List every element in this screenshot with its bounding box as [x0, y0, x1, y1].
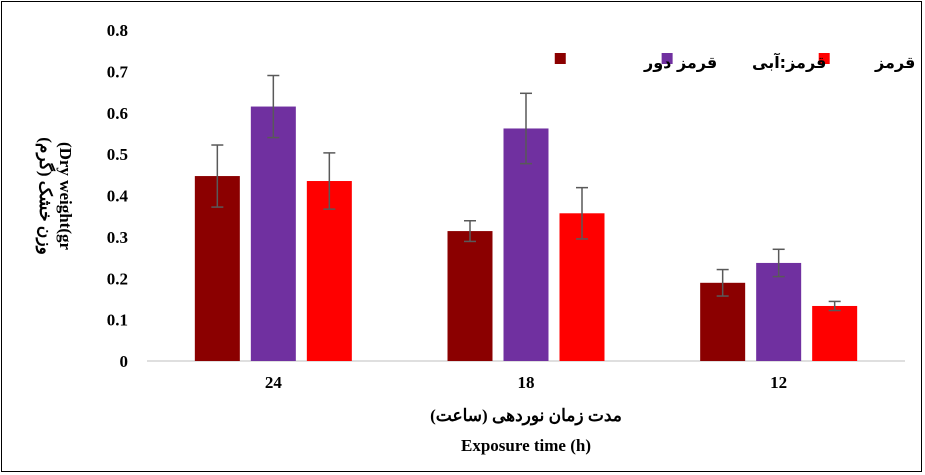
x-tick-label: 18 — [518, 373, 535, 392]
legend-label: قرمز دور — [643, 53, 717, 72]
y-tick-label: 0.7 — [107, 62, 129, 81]
bar — [812, 305, 858, 361]
bar — [756, 262, 802, 361]
x-axis-ticks: 24 18 12 — [265, 373, 787, 392]
x-axis-title-en: Exposure time (h) — [461, 436, 591, 455]
bar — [503, 128, 549, 361]
y-tick-label: 0.4 — [107, 187, 129, 206]
y-axis-ticks: 0 0.1 0.2 0.3 0.4 0.5 0.6 0.7 0.8 — [107, 21, 129, 371]
y-tick-label: 0.1 — [107, 311, 128, 330]
y-tick-label: 0.5 — [107, 145, 128, 164]
bar — [250, 106, 296, 361]
y-tick-label: 0.8 — [107, 21, 128, 40]
legend: قرمز قرمز:آبی قرمز دور — [554, 52, 915, 72]
y-tick-label: 0 — [120, 352, 129, 371]
x-tick-label: 24 — [265, 373, 283, 392]
x-tick-label: 12 — [770, 373, 787, 392]
legend-swatch — [554, 53, 566, 64]
y-tick-label: 0.2 — [107, 269, 128, 288]
bar — [447, 231, 493, 361]
y-tick-label: 0.3 — [107, 228, 128, 247]
x-axis-title-fa: مدت زمان نوردهی (ساعت) — [430, 406, 622, 426]
legend-label: قرمز — [874, 53, 915, 72]
error-bars — [211, 74, 841, 312]
legend-swatch — [661, 53, 673, 64]
y-tick-label: 0.6 — [107, 104, 128, 123]
legend-label: قرمز:آبی — [752, 52, 826, 72]
bar — [306, 181, 352, 361]
legend-swatch — [818, 53, 830, 64]
y-axis-title-en: (Dry weight(gr — [56, 142, 75, 251]
y-axis-title-fa: وزن خشک (گرم) — [35, 137, 56, 255]
